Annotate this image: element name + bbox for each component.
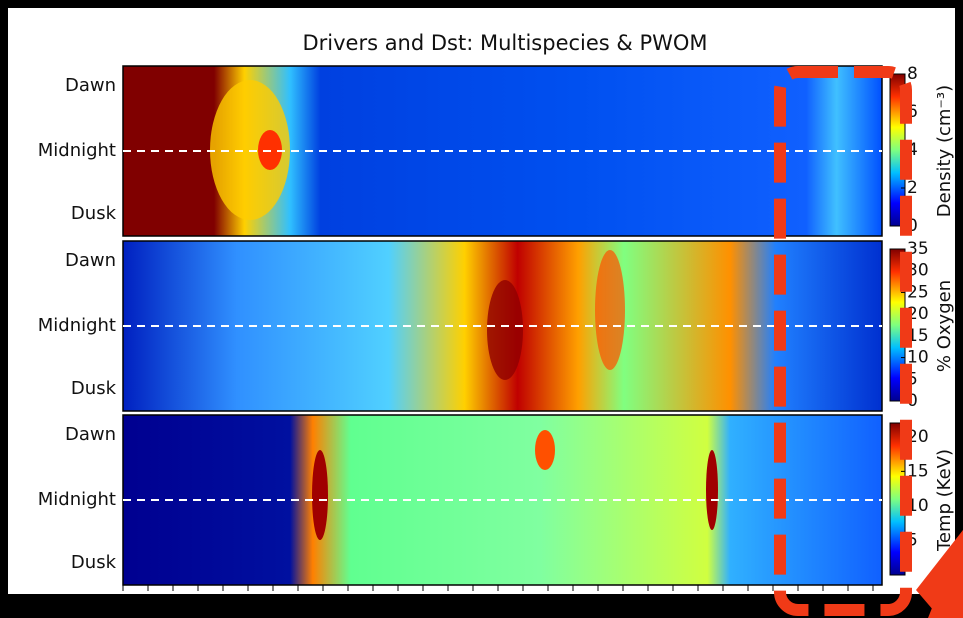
heatmap-blob <box>706 450 718 530</box>
y-tick-label: Midnight <box>38 315 116 336</box>
heatmap-blob <box>535 430 555 470</box>
y-tick-label: Dawn <box>65 250 116 271</box>
heatmap-blob <box>595 250 625 370</box>
y-tick-label: Dawn <box>65 75 116 96</box>
figure: Drivers and Dst: Multispecies & PWOM Daw… <box>0 0 963 618</box>
colorbar-tick-label: 2 <box>907 178 918 198</box>
colorbar-label: Density (cm⁻³) <box>934 85 955 217</box>
heatmap-blob <box>312 450 328 540</box>
y-tick-label: Dusk <box>71 378 117 399</box>
colorbar-label: % Oxygen <box>934 280 955 372</box>
colorbar-tick-label: 8 <box>907 64 918 84</box>
y-tick-label: Dawn <box>65 424 116 445</box>
y-tick-label: Midnight <box>38 140 116 161</box>
colorbar-label: Temp (KeV) <box>934 449 955 552</box>
y-tick-label: Dusk <box>71 203 117 224</box>
chart-title: Drivers and Dst: Multispecies & PWOM <box>302 31 707 55</box>
y-tick-label: Dusk <box>71 552 117 573</box>
heatmap-blob <box>487 280 523 380</box>
y-tick-label: Midnight <box>38 489 116 510</box>
